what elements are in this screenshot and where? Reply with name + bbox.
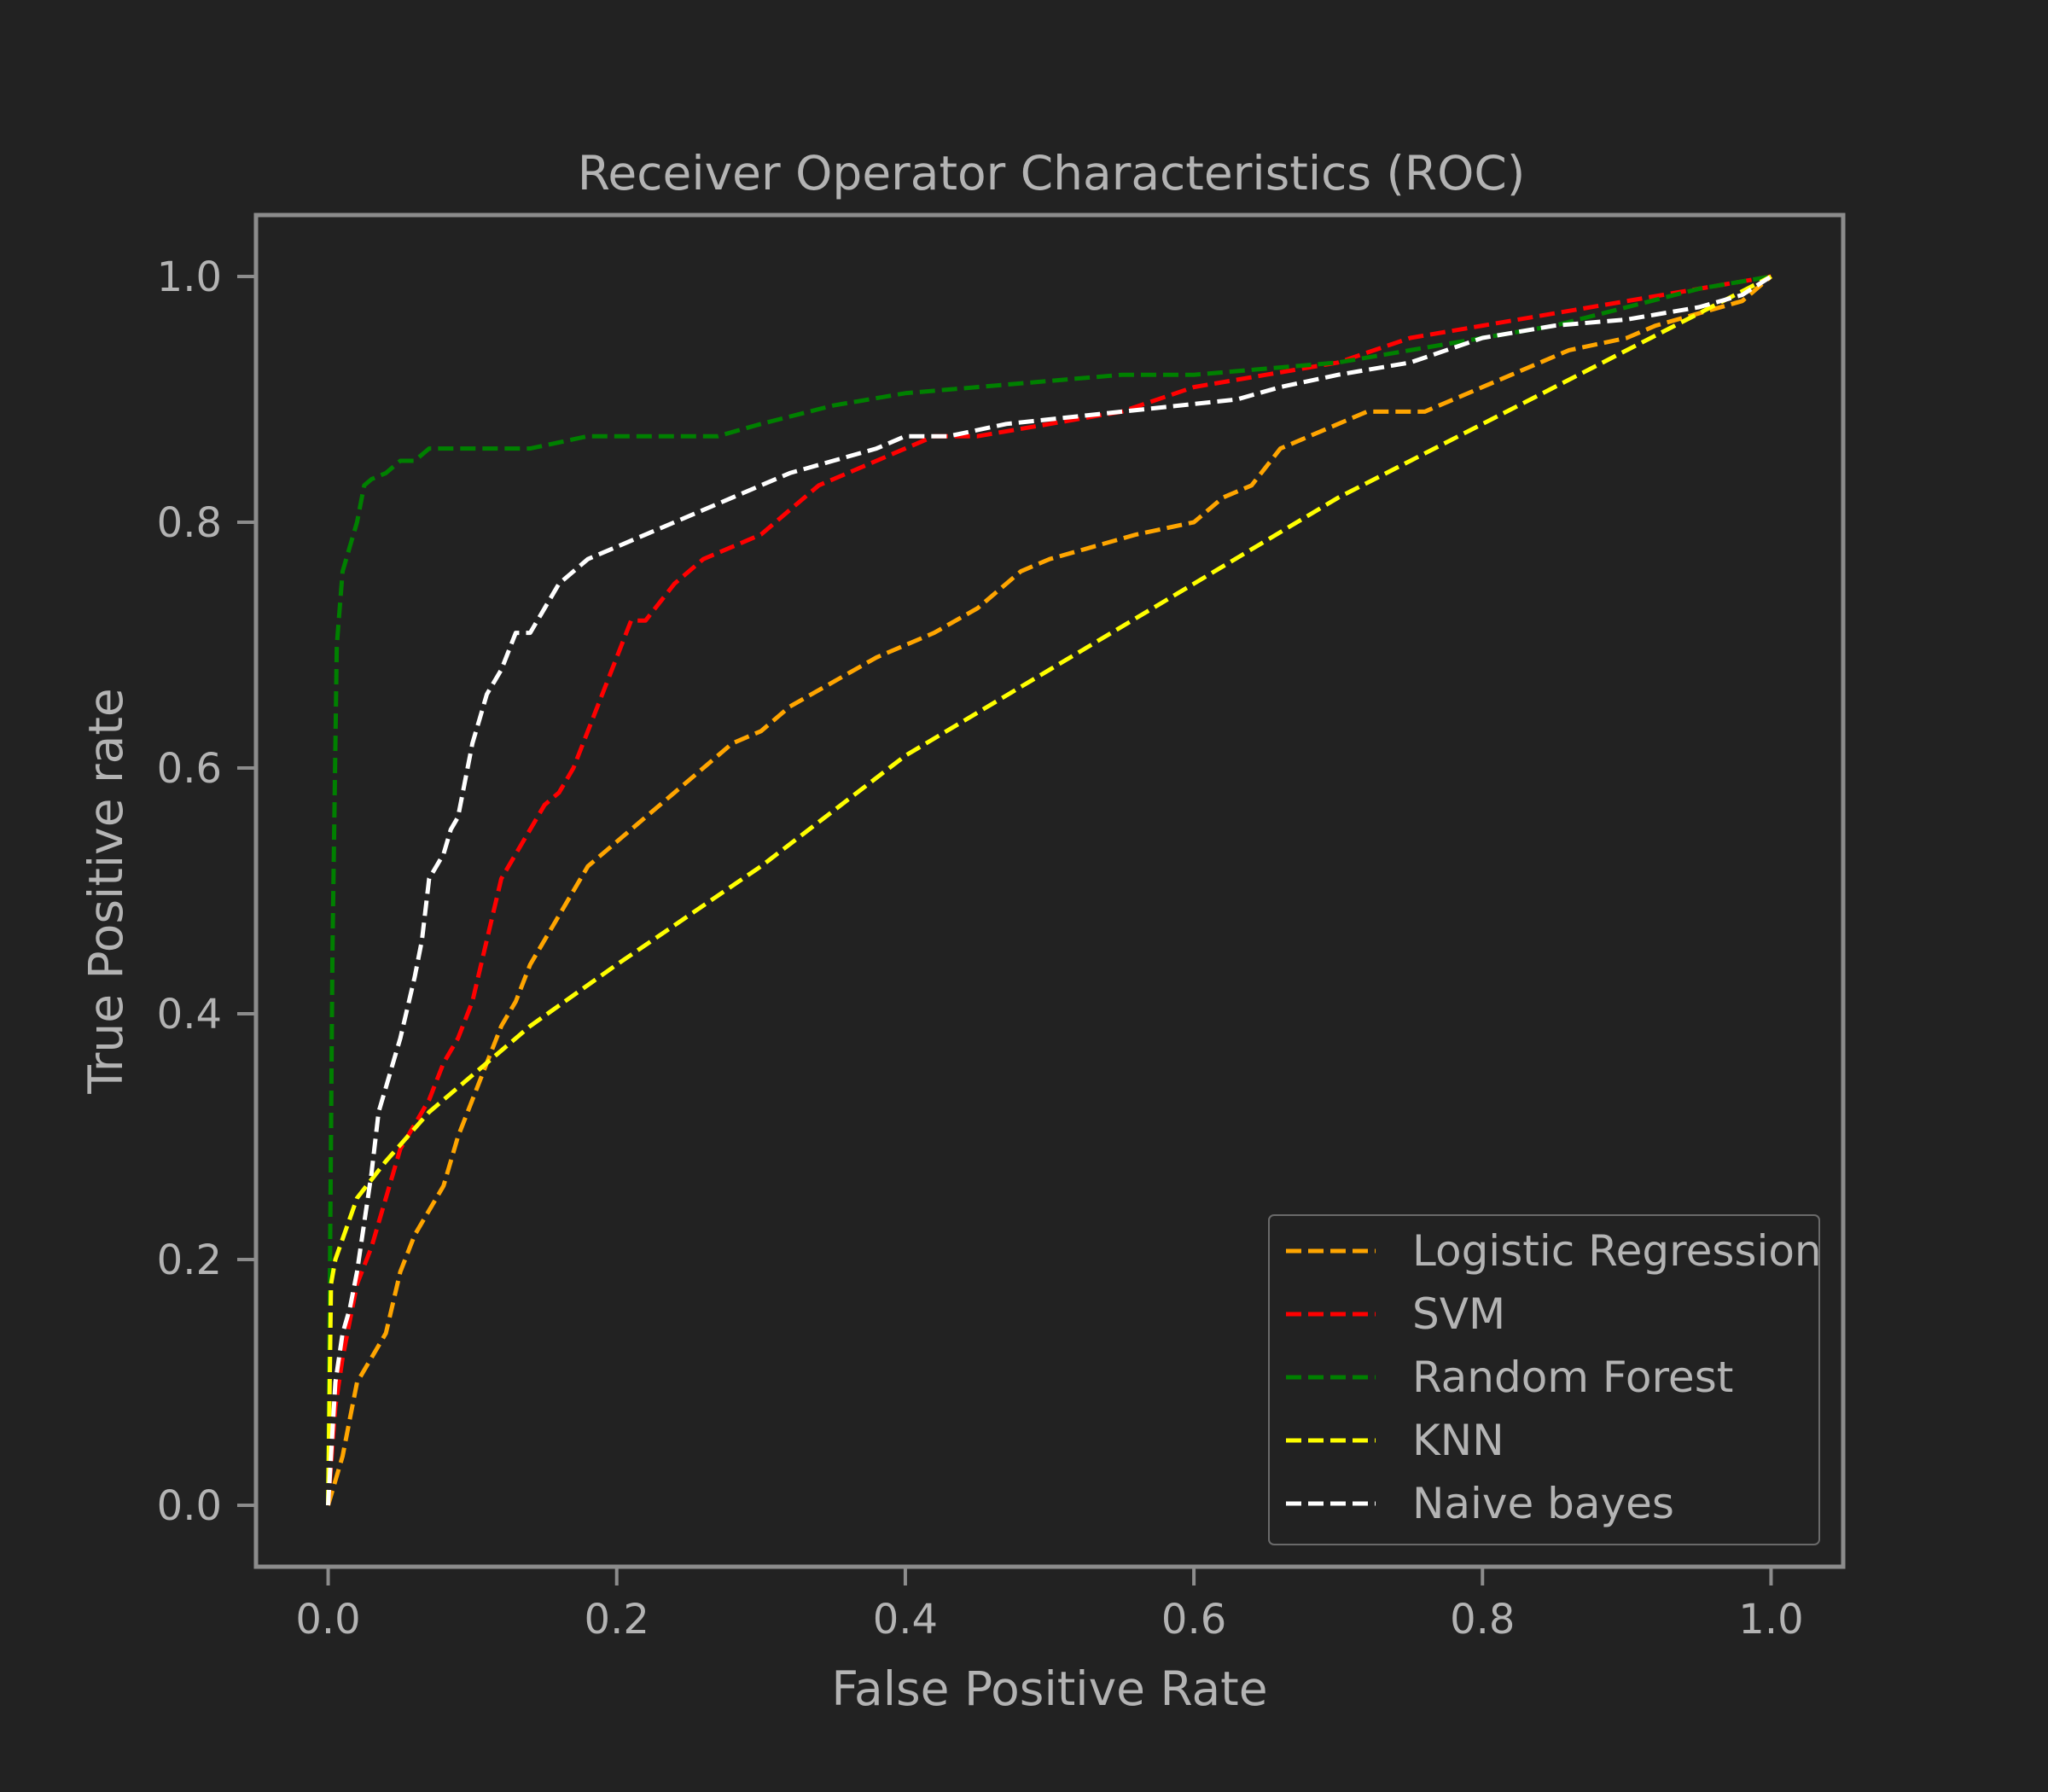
legend-entries: Logistic Regression SVM Random Forest KNN Na… [1286, 1226, 1822, 1528]
y-tick-label: 0.8 [157, 499, 222, 547]
legend-label: Random Forest [1412, 1353, 1733, 1402]
series-line-svm [326, 274, 1772, 1506]
series-line-knn [326, 274, 1772, 1506]
y-tick-label: 1.0 [157, 253, 222, 301]
x-tick-label: 1.0 [1738, 1596, 1803, 1644]
legend: Logistic Regression SVM Random Forest KNN Na… [1268, 1214, 1822, 1545]
plot-frame [253, 212, 1846, 1569]
x-tick-label: 0.0 [295, 1596, 360, 1644]
y-axis-ticks: 0.0 0.2 0.4 0.6 0.8 1.0 [157, 253, 256, 1530]
y-tick-label: 0.6 [157, 745, 222, 793]
x-tick-label: 0.2 [585, 1596, 649, 1644]
x-tick-label: 0.4 [873, 1596, 938, 1644]
legend-label: SVM [1412, 1289, 1505, 1339]
series-line-logistic-regression [326, 275, 1773, 1506]
legend-label: Logistic Regression [1412, 1226, 1822, 1276]
legend-box [1268, 1214, 1820, 1545]
legend-label: KNN [1412, 1416, 1504, 1465]
x-tick-label: 0.6 [1161, 1596, 1226, 1644]
y-tick-label: 0.0 [157, 1482, 222, 1530]
legend-label: Naive bayes [1412, 1479, 1674, 1528]
y-tick-label: 0.4 [157, 991, 222, 1039]
chart-title: Receiver Operator Characteristics (ROC) [578, 146, 1526, 201]
series-line-naive-bayes [326, 274, 1772, 1506]
y-tick-label: 0.2 [157, 1236, 222, 1284]
x-axis-ticks: 0.0 0.2 0.4 0.6 0.8 1.0 [295, 1567, 1804, 1644]
plot-lines [326, 274, 1773, 1506]
series-line-random-forest [326, 274, 1772, 1506]
x-tick-label: 0.8 [1450, 1596, 1515, 1644]
x-axis-label: False Positive Rate [831, 1661, 1267, 1716]
y-axis-label: True Positive rate [79, 688, 133, 1095]
